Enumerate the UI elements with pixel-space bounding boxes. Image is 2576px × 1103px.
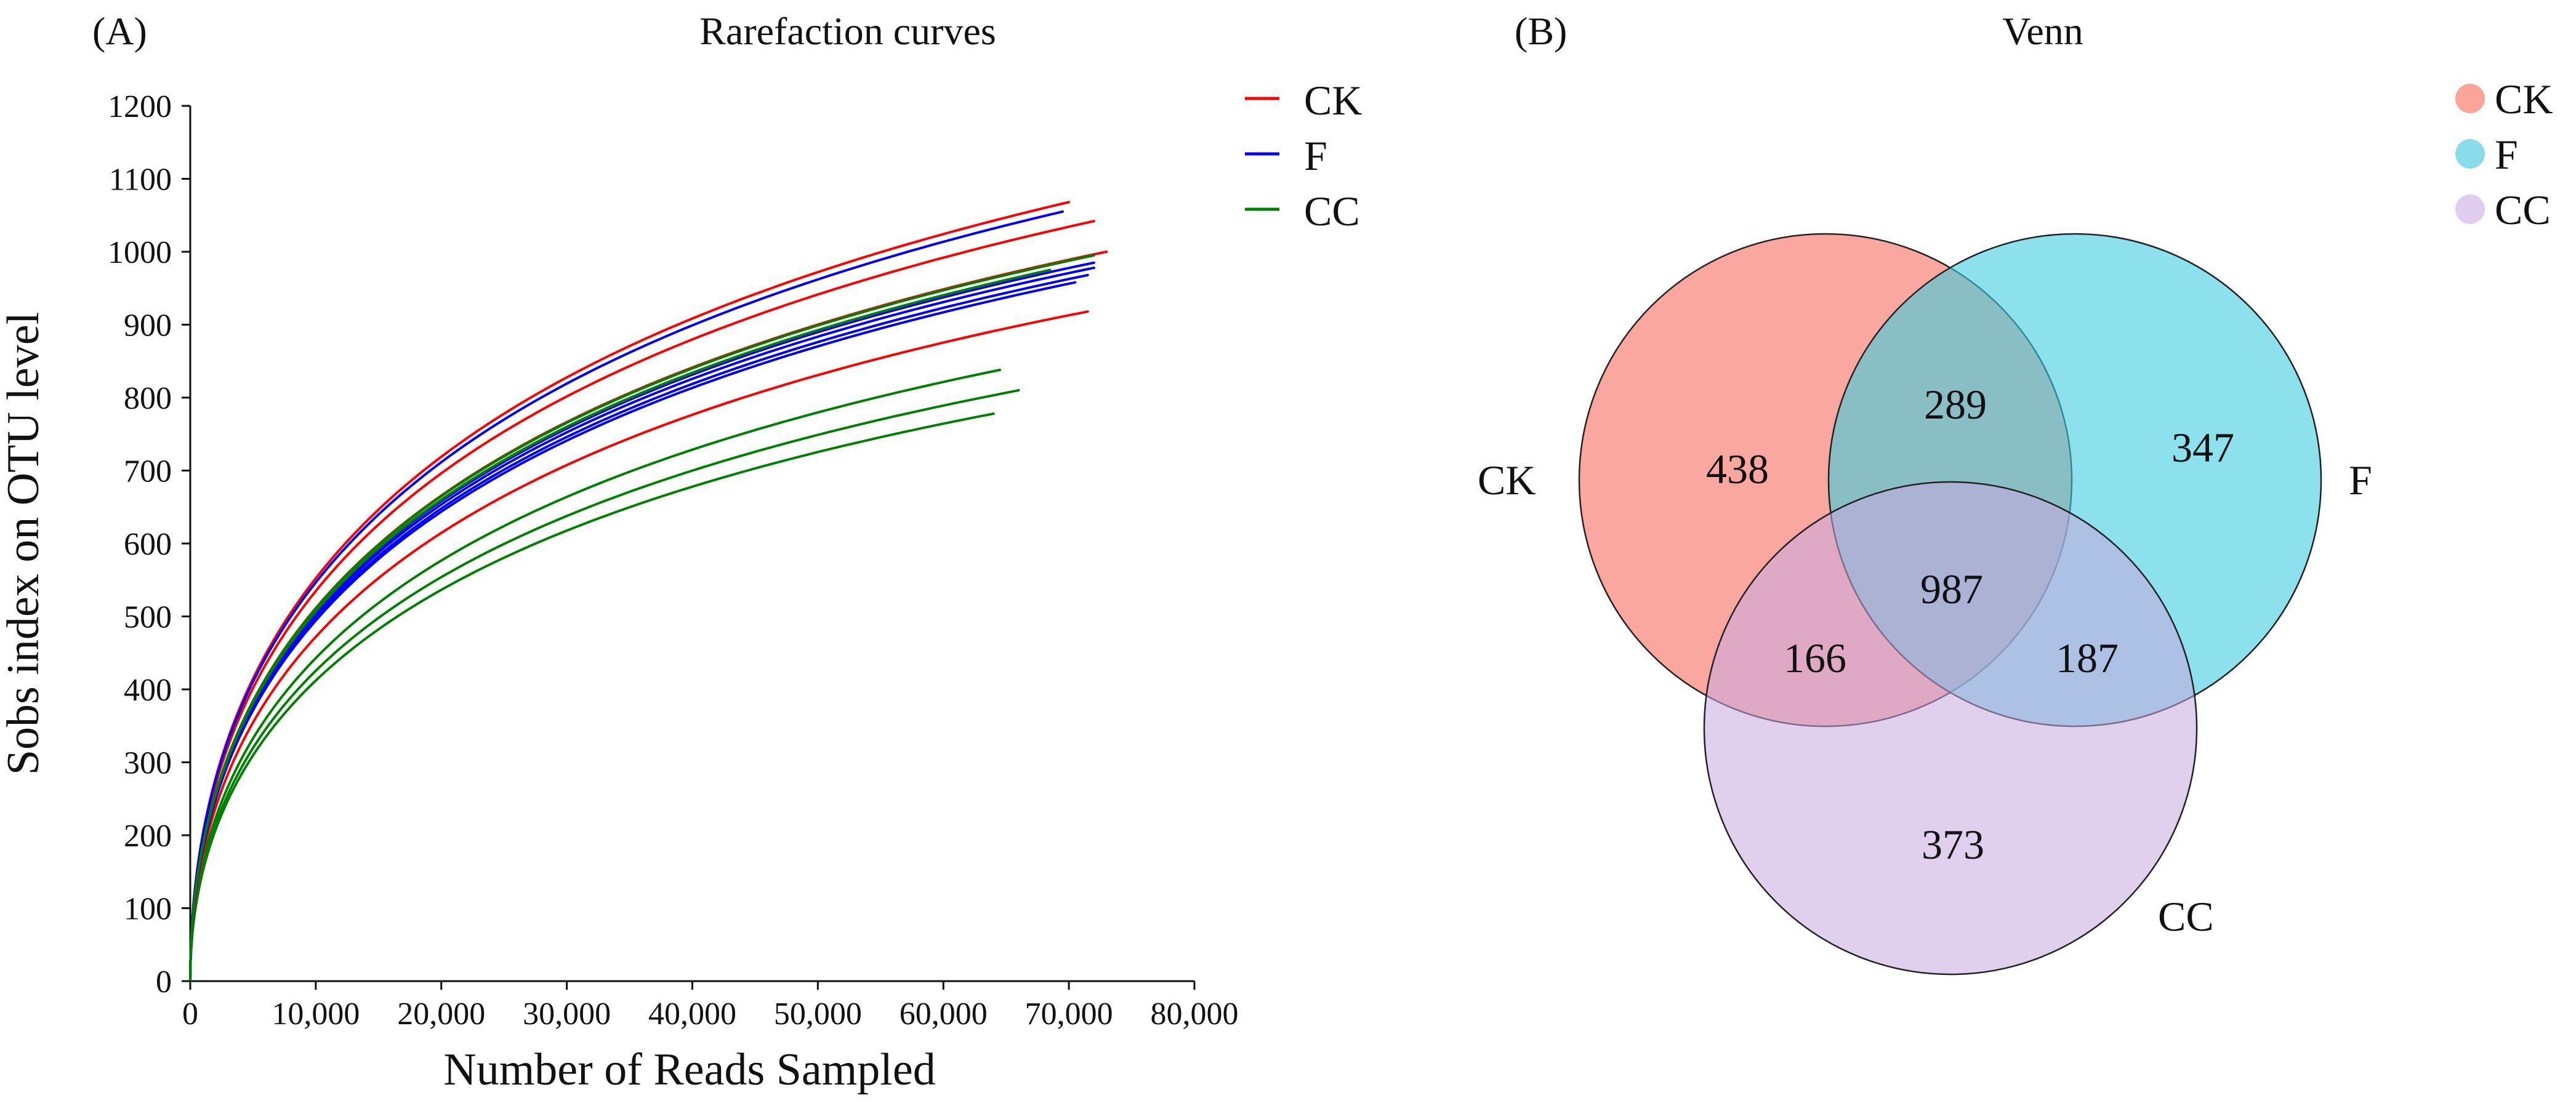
- venn-legend-dot-ck: [2455, 84, 2485, 113]
- venn-title: Venn: [2002, 9, 2083, 53]
- venn-set-label-f: F: [2349, 457, 2372, 503]
- y-tick-label: 400: [124, 673, 172, 708]
- x-tick-label: 60,000: [900, 997, 988, 1032]
- rarefaction-title: Rarefaction curves: [699, 9, 996, 53]
- venn-circles: [1578, 233, 2322, 976]
- venn-circle-cc: [1703, 481, 2198, 976]
- x-tick-label: 30,000: [523, 997, 611, 1032]
- venn-count-ck-only: 438: [1706, 446, 1769, 492]
- x-axis-label: Number of Reads Sampled: [443, 1045, 935, 1095]
- rarefaction-curve-cc: [189, 268, 1052, 982]
- rarefaction-curve-cc: [189, 369, 1001, 982]
- venn-legend-label-ck: CK: [2495, 76, 2553, 122]
- rarefaction-curve-ck: [189, 220, 1095, 982]
- venn-legend-label-f: F: [2495, 131, 2518, 178]
- x-tick-label: 0: [182, 997, 198, 1032]
- y-tick-label: 800: [124, 381, 172, 416]
- venn-count-f-only: 347: [2171, 424, 2234, 471]
- venn-panel: (B) Venn 438 289 347 987 166 187 373 CK …: [1478, 9, 2553, 976]
- x-tick-label: 70,000: [1025, 997, 1113, 1032]
- legend-label-cc: CC: [1304, 188, 1360, 235]
- venn-count-cc-only: 373: [1922, 821, 1984, 868]
- venn-legend: CK F CC: [2455, 76, 2553, 233]
- legend-label-f: F: [1304, 132, 1327, 179]
- venn-count-f-cc: 187: [2056, 635, 2119, 681]
- y-tick-label: 900: [124, 308, 172, 343]
- rarefaction-curve-cc: [189, 254, 1095, 982]
- y-tick-label: 700: [124, 454, 172, 489]
- x-tick-label: 80,000: [1151, 997, 1239, 1032]
- y-tick-label: 1000: [108, 235, 172, 270]
- y-tick-label: 600: [124, 527, 172, 562]
- rarefaction-curve-ck: [189, 251, 1108, 982]
- venn-set-label-ck: CK: [1478, 457, 1536, 503]
- venn-count-ck-cc: 166: [1784, 635, 1846, 681]
- x-tick-label: 10,000: [272, 997, 360, 1032]
- y-tick-label: 100: [124, 892, 172, 927]
- venn-set-label-cc: CC: [2158, 893, 2214, 940]
- x-tick-label: 20,000: [397, 997, 485, 1032]
- x-ticks: 0 10,000 20,000 30,000 40,000 50,000 60,000 70,…: [182, 981, 1239, 1032]
- rarefaction-curve-f: [189, 281, 1077, 982]
- venn-count-all: 987: [1920, 566, 1983, 612]
- y-tick-label: 1200: [108, 89, 172, 124]
- x-tick-label: 50,000: [774, 997, 862, 1032]
- venn-legend-dot-cc: [2455, 195, 2485, 224]
- y-tick-label: 0: [156, 965, 172, 1000]
- y-ticks: 0 100 200 300 400 500 600 700 800 900 1000 1100 1200: [108, 89, 190, 1000]
- venn-count-ck-f: 289: [1924, 381, 1987, 428]
- y-tick-label: 500: [124, 600, 172, 635]
- y-tick-label: 300: [124, 746, 172, 781]
- rarefaction-curve-cc: [189, 389, 1020, 982]
- x-tick-label: 40,000: [648, 997, 736, 1032]
- rarefaction-curve-ck: [189, 201, 1071, 982]
- y-tick-label: 200: [124, 819, 172, 854]
- rarefaction-legend: CK F CC: [1245, 77, 1362, 235]
- venn-legend-label-cc: CC: [2495, 187, 2551, 233]
- rarefaction-panel: (A) Rarefaction curves 0 100 200 300 400 500 6…: [0, 9, 1362, 1095]
- plot-area: 0 100 200 300 400 500 600 700 800 900 1000 1100 1200…: [108, 89, 1239, 1032]
- rarefaction-curve-ck: [189, 310, 1089, 982]
- legend-label-ck: CK: [1304, 77, 1362, 124]
- y-tick-label: 1100: [109, 162, 172, 198]
- panel-a-label: (A): [92, 9, 147, 53]
- curve-group: [189, 201, 1108, 982]
- rarefaction-curve-ck: [189, 271, 1052, 982]
- rarefaction-curve-cc: [189, 412, 995, 982]
- rarefaction-curve-f: [189, 210, 1064, 982]
- y-axis-label: Sobs index on OTU level: [0, 312, 49, 775]
- rarefaction-curve-f: [189, 261, 1095, 982]
- panel-b-label: (B): [1515, 9, 1567, 53]
- venn-legend-dot-f: [2455, 139, 2485, 169]
- venn-region-counts: 438 289 347 987 166 187 373: [1706, 381, 2234, 868]
